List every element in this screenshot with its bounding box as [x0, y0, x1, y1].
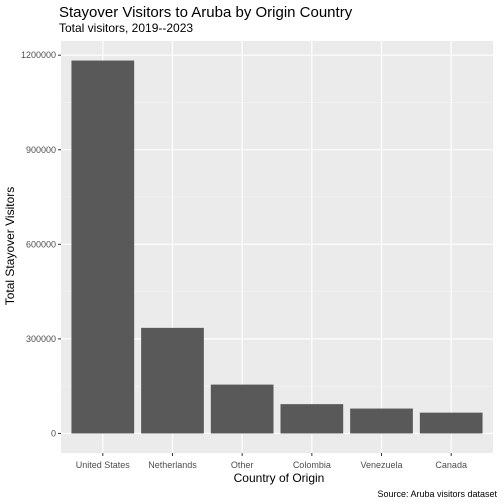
x-tick-label: Venezuela — [360, 460, 402, 470]
y-tick-label: 1200000 — [21, 50, 56, 60]
chart-subtitle: Total visitors, 2019--2023 — [59, 21, 193, 35]
y-axis-ticks: 0 300000 600000 900000 1200000 — [21, 50, 61, 438]
x-axis-title: Country of Origin — [234, 471, 325, 485]
bar — [350, 408, 413, 434]
x-tick-label: Colombia — [293, 460, 331, 470]
x-tick-label: United States — [76, 460, 131, 470]
bars — [71, 60, 483, 434]
x-tick-label: Netherlands — [148, 460, 197, 470]
bar — [210, 384, 274, 434]
x-axis-ticks: United States Netherlands Other Colombia Ven… — [76, 453, 467, 470]
bar — [419, 412, 483, 434]
chart-caption: Source: Aruba visitors dataset — [377, 489, 497, 499]
bar — [71, 60, 135, 434]
bar — [141, 327, 204, 434]
y-tick-label: 300000 — [26, 334, 56, 344]
x-tick-label: Other — [231, 460, 254, 470]
y-tick-label: 0 — [51, 428, 56, 438]
bar — [280, 404, 344, 434]
x-tick-label: Canada — [435, 460, 467, 470]
y-tick-label: 900000 — [26, 145, 56, 155]
y-tick-label: 600000 — [26, 239, 56, 249]
chart-title: Stayover Visitors to Aruba by Origin Cou… — [59, 4, 353, 21]
y-axis-title: Total Stayover Visitors — [3, 187, 17, 306]
